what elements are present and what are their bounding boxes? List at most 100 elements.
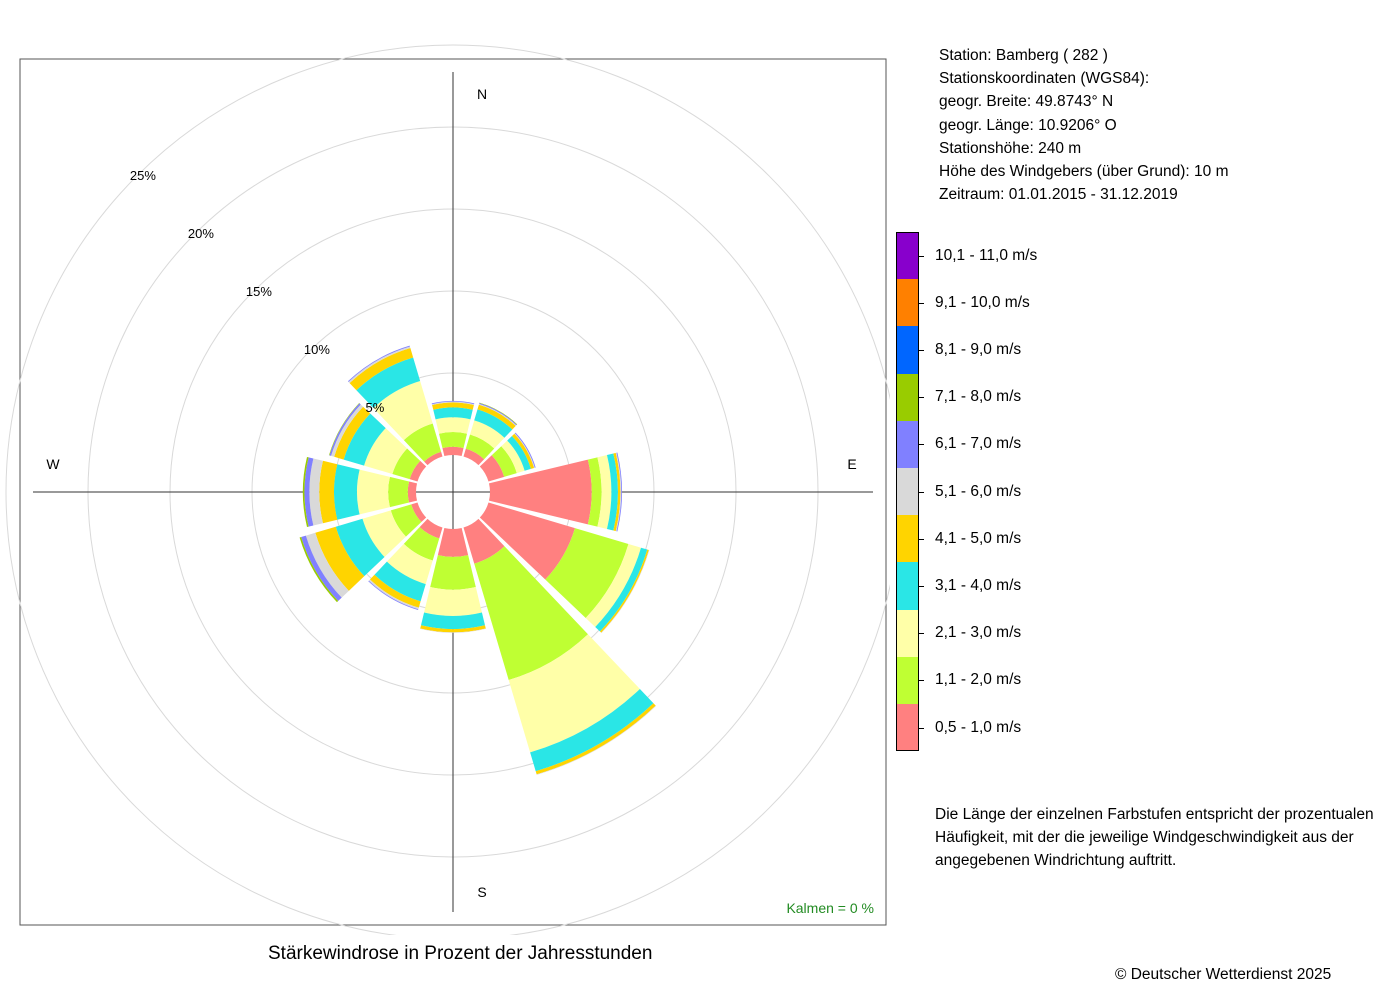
sector-0-class-3 xyxy=(433,407,473,420)
compass-label-n: N xyxy=(477,86,487,102)
chart-title: Stärkewindrose in Prozent der Jahresstun… xyxy=(268,943,653,964)
legend-swatch-8 xyxy=(896,326,919,374)
legend-label-8: 8,1 - 9,0 m/s xyxy=(935,341,1022,358)
sector-180-class-5 xyxy=(420,628,486,633)
legend-swatch-2 xyxy=(896,609,919,657)
sector-300-class-3 xyxy=(343,413,386,466)
legend-tick xyxy=(919,302,924,304)
sector-300-class-4 xyxy=(334,406,371,460)
sector-240-class-2 xyxy=(362,510,406,557)
sector-150-class-0 xyxy=(463,518,505,564)
sector-330-class-3 xyxy=(356,357,421,409)
anemometer-height: Höhe des Windgebers (über Grund): 10 m xyxy=(939,163,1229,181)
legend-label-10: 10,1 - 11,0 m/s xyxy=(935,246,1038,264)
sector-270-class-3 xyxy=(334,464,360,520)
sector-330-class-4 xyxy=(349,348,414,391)
sector-300-class-5 xyxy=(331,404,364,457)
sector-300-class-1 xyxy=(392,448,421,480)
sector-30-class-0 xyxy=(463,448,485,466)
sector-90-class-1 xyxy=(587,457,602,527)
ring-label-5: 5% xyxy=(366,400,385,415)
station-elevation: Stationshöhe: 240 m xyxy=(939,139,1082,157)
sector-30-class-3 xyxy=(474,409,513,438)
sector-60-class-1 xyxy=(491,446,517,477)
sector-150-class-2 xyxy=(508,634,640,753)
sector-270-class-2 xyxy=(356,469,390,515)
ring-label-15: 15% xyxy=(246,284,272,299)
sector-210-class-0 xyxy=(419,518,443,539)
legend-tick xyxy=(919,680,924,682)
sector-60-class-4 xyxy=(511,433,535,469)
legend-tick xyxy=(919,444,924,446)
legend-swatch-6 xyxy=(896,420,919,468)
explanation-note: Die Länge der einzelnen Farbstufen entsp… xyxy=(935,806,1374,870)
sector-90-class-3 xyxy=(606,453,618,531)
compass-label-w: W xyxy=(46,456,60,472)
wind-rose-chart: 5% 10% 15% 20% 25% N E S W Kalmen = 0 % xyxy=(5,44,890,935)
legend-tick xyxy=(919,586,924,587)
sector-90-class-4 xyxy=(613,452,621,532)
sector-30-class-1 xyxy=(465,434,495,460)
station-coordinates-heading: Stationskoordinaten (WGS84): xyxy=(939,70,1150,88)
sector-0-class-5 xyxy=(431,401,475,405)
sector-120-class-1 xyxy=(545,528,629,618)
station-name: Station: Bamberg ( 282 ) xyxy=(939,47,1108,64)
legend-swatch-3 xyxy=(896,562,919,610)
sector-240-class-0 xyxy=(411,502,427,522)
station-longitude: geogr. Länge: 10.9206° O xyxy=(939,116,1117,134)
sector-0-class-1 xyxy=(439,432,467,449)
legend-tick xyxy=(919,633,924,635)
calm-label: Kalmen = 0 % xyxy=(786,900,874,916)
sector-0-class-0 xyxy=(442,446,464,457)
sector-240-class-6 xyxy=(301,535,342,602)
copyright: © Deutscher Wetterdienst 2025 xyxy=(1115,966,1332,983)
legend-label-4: 4,1 - 5,0 m/s xyxy=(935,529,1022,547)
sector-300-class-6 xyxy=(329,403,361,456)
sector-210-class-3 xyxy=(374,561,426,602)
sector-90-class-0 xyxy=(488,459,592,525)
sector-60-class-0 xyxy=(479,455,505,482)
sector-240-class-3 xyxy=(335,518,385,577)
sector-60-class-2 xyxy=(501,440,525,474)
sector-0-class-4 xyxy=(432,402,474,410)
sector-240-class-5 xyxy=(305,532,349,598)
legend-tick xyxy=(919,397,924,399)
ring-label-10: 10% xyxy=(304,342,330,357)
grid-ring-25 xyxy=(5,44,890,935)
sector-180-class-0 xyxy=(437,527,469,557)
sector-210-class-4 xyxy=(369,574,421,608)
station-latitude: geogr. Breite: 49.8743° N xyxy=(939,93,1114,111)
legend-tick xyxy=(919,255,924,257)
time-period: Zeitraum: 01.01.2015 - 31.12.2019 xyxy=(939,186,1178,204)
sector-180-class-1 xyxy=(430,555,476,590)
sector-180-class-4 xyxy=(420,625,486,633)
sector-270-class-4 xyxy=(319,460,338,524)
sector-30-class-4 xyxy=(477,404,516,430)
ring-label-25: 25% xyxy=(130,168,156,183)
sector-90-class-2 xyxy=(597,455,612,529)
sector-150-class-3 xyxy=(530,688,654,772)
sector-210-class-2 xyxy=(386,543,433,585)
legend-label-0: 0,5 - 1,0 m/s xyxy=(935,718,1022,736)
legend-label-1: 1,1 - 2,0 m/s xyxy=(935,671,1022,689)
legend-swatch-0 xyxy=(896,704,919,752)
sector-270-class-1 xyxy=(388,476,410,508)
sector-270-class-5 xyxy=(309,458,323,526)
legend-swatch-1 xyxy=(896,656,919,704)
sector-120-class-0 xyxy=(479,502,575,580)
sector-150-class-1 xyxy=(474,546,588,681)
legend-swatch-5 xyxy=(896,468,919,516)
sector-240-class-4 xyxy=(315,526,365,591)
sector-330-class-1 xyxy=(403,423,442,462)
legend-swatch-7 xyxy=(896,373,919,421)
sector-300-class-2 xyxy=(364,428,408,475)
sector-270-class-6 xyxy=(304,457,314,527)
sector-60-class-3 xyxy=(507,436,531,471)
sector-240-class-1 xyxy=(390,504,422,537)
sector-180-class-2 xyxy=(424,586,482,616)
sector-30-class-2 xyxy=(470,420,505,449)
sector-210-class-5 xyxy=(368,579,419,610)
legend-tick xyxy=(919,491,924,493)
sector-90-class-5 xyxy=(615,452,622,532)
legend-label-5: 5,1 - 6,0 m/s xyxy=(935,482,1022,500)
